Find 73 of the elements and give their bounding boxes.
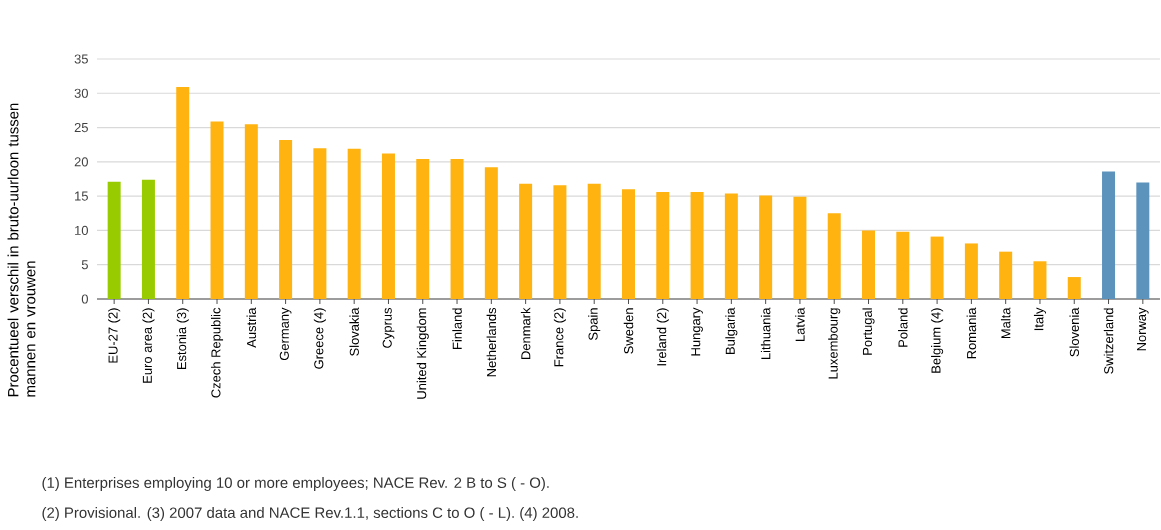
bar (381, 153, 395, 299)
x-tick-label: Slovenia (1069, 307, 1080, 357)
y-tick-label: 15 (75, 191, 88, 201)
x-tick-label: Lithuania (760, 307, 771, 360)
bar (141, 179, 155, 299)
x-tick-label: Estonia (3) (176, 308, 189, 370)
x-tick-label: EU-27 (2) (108, 308, 121, 363)
bar (862, 230, 876, 299)
x-tick-label: Latvia (795, 307, 805, 341)
bar (724, 193, 738, 299)
text: (1) Enterprises employing 10 or more employees; NACE Rev. 2 B to S ( - O). (42, 477, 549, 491)
x-tick-label: Czech Republic (210, 307, 224, 398)
bar (553, 185, 567, 299)
bar (450, 159, 464, 299)
y-tick-label: 25 (74, 122, 88, 133)
text: (2) Provisional. (3) 2007 data and NACE Rev.1.1, sections C to O ( - L). (4) 2008. (42, 507, 578, 521)
x-tick-label: Germany (279, 307, 292, 361)
bar (827, 213, 841, 299)
bar (1067, 277, 1081, 299)
y-tick-label: 5 (81, 260, 88, 270)
bar (347, 148, 361, 299)
y-tick-label: 35 (74, 54, 88, 64)
x-tick-label: Spain (588, 308, 601, 341)
x-tick-label: Malta (1000, 307, 1011, 339)
x-tick-label: Ireland (2) (656, 308, 669, 366)
bar (519, 183, 533, 299)
bar (1102, 171, 1116, 299)
x-tick-label: Denmark (520, 307, 531, 359)
bar (793, 196, 807, 299)
x-tick-label: Netherlands (486, 307, 497, 377)
x-tick-label: Norway (1137, 307, 1149, 351)
bar (964, 243, 978, 299)
bar (416, 159, 430, 299)
x-tick-label: Euro area (2) (142, 308, 155, 383)
bar (1136, 182, 1150, 299)
bar (1033, 261, 1047, 299)
x-tick-label: Switzerland (1103, 308, 1114, 374)
x-tick-label: Finland (452, 308, 462, 349)
x-tick-label: Greece (4) (313, 308, 326, 369)
bar (759, 195, 773, 299)
x-tick-label: Belgium (4) (931, 308, 944, 373)
y-tick-label: 0 (81, 294, 88, 304)
x-tick-label: Slovakia (349, 307, 359, 356)
bar (244, 124, 258, 299)
y-tick-label: 20 (74, 157, 88, 167)
x-tick-label: United Kingdom (416, 308, 429, 399)
bar (176, 87, 190, 299)
y-tick-label: 10 (75, 225, 88, 235)
x-tick-label: Bulgaria (725, 307, 738, 354)
bar (896, 231, 910, 299)
y-tick-label: 30 (74, 88, 88, 98)
bar (656, 192, 670, 299)
bar (107, 181, 121, 299)
y-axis-title: Procentueel verschil in bruto-uurloon tussen mannen en vrouwen (7, 103, 36, 397)
x-tick-label: Hungary (691, 307, 703, 356)
x-tick-label: Luxembourg (828, 308, 841, 379)
x-tick-label: Poland (898, 308, 908, 347)
bar (999, 251, 1013, 299)
x-tick-label: Romania (966, 307, 977, 359)
bar (210, 121, 224, 299)
x-tick-label: Austria (246, 307, 257, 348)
x-tick-label: Sweden (623, 308, 634, 354)
bar (621, 189, 635, 299)
bar (279, 139, 293, 299)
x-tick-label: Portugal (862, 308, 875, 355)
bar (690, 192, 704, 299)
x-tick-label: Italy (1033, 307, 1046, 331)
bar (484, 167, 498, 299)
x-tick-label: Cyprus (382, 307, 395, 348)
bar (930, 236, 944, 299)
x-tick-label: France (2) (553, 308, 566, 367)
bar (313, 148, 327, 299)
bar (587, 183, 601, 299)
